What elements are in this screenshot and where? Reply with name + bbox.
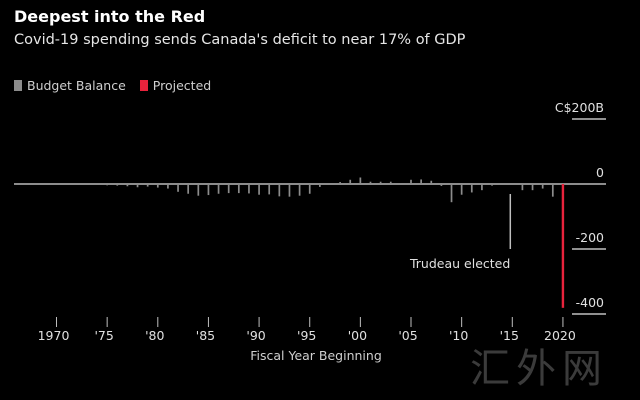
bar-budget-balance <box>35 184 38 185</box>
bar-budget-balance <box>15 184 17 185</box>
x-tick-label: 1970 <box>38 328 70 343</box>
bar-budget-balance <box>268 184 271 195</box>
bar-budget-balance <box>55 184 58 185</box>
bar-budget-balance <box>470 184 473 193</box>
bar-budget-balance <box>298 184 301 196</box>
x-axis-title: Fiscal Year Beginning <box>250 348 382 363</box>
x-tick-label: '15 <box>500 328 519 343</box>
bar-budget-balance <box>308 184 311 194</box>
x-tick-label: 2020 <box>544 328 576 343</box>
bar-budget-balance <box>541 184 544 189</box>
legend-label-budget-balance: Budget Balance <box>27 78 126 93</box>
bar-budget-balance <box>248 184 250 194</box>
bar-budget-balance <box>501 184 504 185</box>
bar-budget-balance <box>491 184 493 186</box>
bar-budget-balance <box>400 183 402 185</box>
bar-budget-balance <box>379 181 382 184</box>
y-tick-label: -200 <box>576 230 604 245</box>
x-tick-label: '05 <box>398 328 417 343</box>
x-tick-label: '75 <box>94 328 113 343</box>
x-tick-label: '95 <box>297 328 316 343</box>
bar-budget-balance <box>288 184 291 197</box>
bar-budget-balance <box>167 184 169 189</box>
legend: Budget Balance Projected <box>14 78 211 93</box>
bar-budget-balance <box>237 184 240 194</box>
bar-budget-balance <box>521 184 524 191</box>
x-tick-label: '90 <box>246 328 265 343</box>
bar-budget-balance <box>187 184 190 194</box>
bar-budget-balance <box>339 182 341 184</box>
legend-label-projected: Projected <box>152 78 212 93</box>
bar-budget-balance <box>369 181 372 184</box>
bar-budget-balance <box>75 184 78 185</box>
bar-budget-balance <box>156 184 159 188</box>
bar-budget-balance <box>511 184 514 185</box>
bar-budget-balance <box>460 184 463 195</box>
legend-swatch-projected <box>139 80 148 91</box>
x-tick-label: '00 <box>348 328 367 343</box>
chart-title: Deepest into the Red <box>14 7 206 26</box>
bar-budget-balance <box>359 177 362 184</box>
bar-budget-balance <box>106 184 109 186</box>
legend-item-budget-balance: Budget Balance <box>14 78 126 93</box>
bar-budget-balance <box>389 181 392 184</box>
bar-budget-balance <box>146 184 149 187</box>
bar-budget-balance <box>136 184 139 188</box>
bar-budget-balance <box>319 184 321 187</box>
annotation-label: Trudeau elected <box>409 256 510 271</box>
bar-budget-balance <box>481 184 483 191</box>
x-tick-label: '85 <box>196 328 215 343</box>
legend-swatch-budget-balance <box>14 80 22 91</box>
bar-budget-balance <box>440 184 443 186</box>
bar-budget-balance <box>258 184 260 195</box>
bar-budget-balance <box>410 179 412 184</box>
bar-budget-balance <box>177 184 179 192</box>
bar-budget-balance <box>531 184 534 191</box>
x-tick-label: '80 <box>145 328 164 343</box>
bar-projected <box>561 184 565 308</box>
bar-budget-balance <box>65 184 68 185</box>
bar-budget-balance <box>420 179 422 184</box>
bar-budget-balance <box>217 184 220 194</box>
bar-budget-balance <box>207 184 210 196</box>
y-tick-label: -400 <box>576 295 604 310</box>
bar-budget-balance <box>126 184 129 187</box>
bar-budget-balance <box>329 183 331 185</box>
bar-budget-balance <box>349 179 352 184</box>
bar-budget-balance <box>551 184 554 197</box>
x-tick-label: '10 <box>449 328 468 343</box>
bar-budget-balance <box>116 184 119 186</box>
bar-budget-balance <box>227 184 230 194</box>
y-tick-label: C$200B <box>555 100 604 115</box>
bar-budget-balance <box>430 180 433 184</box>
legend-item-projected: Projected <box>139 78 212 93</box>
bar-budget-balance <box>96 184 98 185</box>
bar-budget-balance <box>450 184 453 203</box>
chart-subtitle: Covid-19 spending sends Canada's deficit… <box>14 32 466 48</box>
bar-budget-balance <box>25 184 27 185</box>
bar-budget-balance <box>197 184 200 196</box>
watermark: 汇外网 <box>470 346 608 392</box>
bar-budget-balance <box>86 184 88 185</box>
bar-budget-balance <box>278 184 281 197</box>
y-tick-label: 0 <box>596 165 604 180</box>
